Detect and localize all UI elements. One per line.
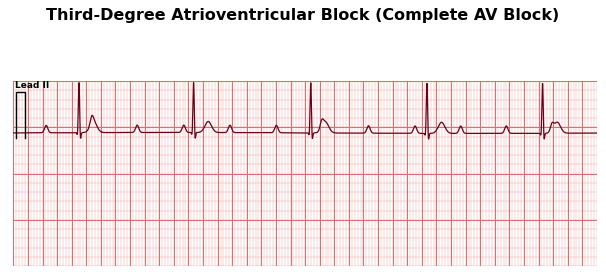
Text: Third-Degree Atrioventricular Block (Complete AV Block): Third-Degree Atrioventricular Block (Com…	[47, 8, 559, 24]
Text: Lead II: Lead II	[15, 81, 50, 90]
